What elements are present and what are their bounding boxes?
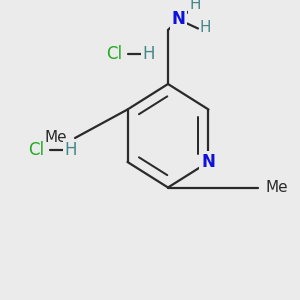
Text: Cl: Cl	[28, 141, 44, 159]
Text: Cl: Cl	[106, 45, 122, 63]
Text: H: H	[200, 20, 211, 34]
Text: N: N	[172, 11, 185, 28]
Text: H: H	[142, 45, 155, 63]
Text: Me: Me	[45, 130, 68, 146]
Text: N: N	[202, 153, 215, 171]
Text: H: H	[189, 0, 201, 12]
Text: H: H	[64, 141, 77, 159]
Text: Me: Me	[266, 180, 288, 195]
